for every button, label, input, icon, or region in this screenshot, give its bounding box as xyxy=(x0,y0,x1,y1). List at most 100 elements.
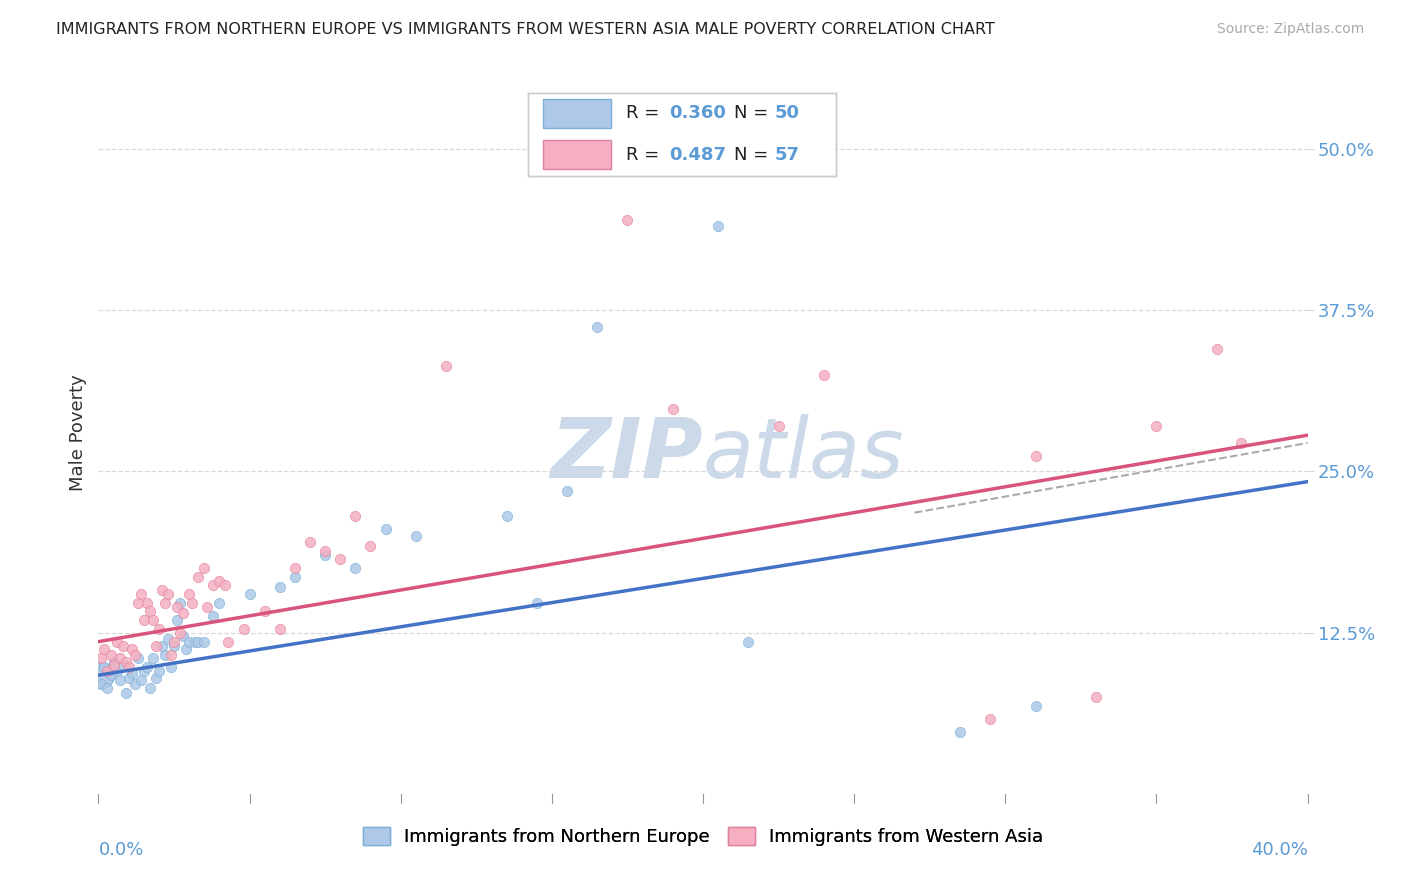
Point xyxy=(344,561,367,575)
Point xyxy=(329,552,352,566)
Point xyxy=(153,596,176,610)
Text: IMMIGRANTS FROM NORTHERN EUROPE VS IMMIGRANTS FROM WESTERN ASIA MALE POVERTY COR: IMMIGRANTS FROM NORTHERN EUROPE VS IMMIG… xyxy=(56,22,995,37)
Point xyxy=(118,671,141,685)
Point xyxy=(1024,449,1046,463)
Point xyxy=(103,655,125,669)
Point xyxy=(269,622,291,636)
Point xyxy=(174,642,197,657)
Point xyxy=(148,665,170,679)
Point xyxy=(187,634,209,648)
Point xyxy=(284,570,307,584)
Point xyxy=(129,587,152,601)
Point xyxy=(142,651,165,665)
Point xyxy=(127,596,149,610)
Point xyxy=(314,548,336,562)
Point xyxy=(299,535,322,549)
Point xyxy=(145,639,167,653)
Point xyxy=(150,582,173,597)
Point xyxy=(124,677,146,691)
Text: ZIP: ZIP xyxy=(550,414,703,495)
Point xyxy=(139,604,162,618)
Point xyxy=(979,712,1001,726)
Point xyxy=(100,648,122,662)
Point xyxy=(108,651,131,665)
Point xyxy=(163,639,186,653)
Point xyxy=(124,648,146,662)
Point xyxy=(150,639,173,653)
Text: atlas: atlas xyxy=(703,414,904,495)
Point xyxy=(555,483,578,498)
Point xyxy=(232,622,254,636)
Point xyxy=(129,673,152,688)
Point xyxy=(127,651,149,665)
Point xyxy=(239,587,262,601)
Point xyxy=(202,608,225,623)
Y-axis label: Male Poverty: Male Poverty xyxy=(69,375,87,491)
Legend: Immigrants from Northern Europe, Immigrants from Western Asia: Immigrants from Northern Europe, Immigra… xyxy=(356,820,1050,854)
Point xyxy=(93,660,115,674)
Point xyxy=(103,657,125,672)
Point xyxy=(166,599,188,614)
Text: 0.0%: 0.0% xyxy=(98,841,143,859)
Point xyxy=(135,596,157,610)
Point xyxy=(495,509,517,524)
Point xyxy=(169,596,191,610)
Point xyxy=(121,642,143,657)
Point xyxy=(253,604,276,618)
Point xyxy=(105,634,128,648)
Point xyxy=(195,599,218,614)
Point xyxy=(105,665,128,679)
Point xyxy=(344,509,367,524)
Point xyxy=(314,544,336,558)
Point xyxy=(90,668,112,682)
Point xyxy=(118,660,141,674)
Point xyxy=(111,639,134,653)
Point xyxy=(132,613,155,627)
Point xyxy=(661,402,683,417)
Point xyxy=(768,419,790,434)
Point xyxy=(160,660,183,674)
Point xyxy=(132,665,155,679)
Point xyxy=(96,681,118,695)
Point xyxy=(187,570,209,584)
Point xyxy=(179,634,201,648)
Point xyxy=(114,686,136,700)
Point xyxy=(172,607,194,621)
Point xyxy=(142,613,165,627)
Point xyxy=(156,632,179,646)
Point xyxy=(737,634,759,648)
Point xyxy=(586,319,609,334)
Point xyxy=(1144,419,1167,434)
Point xyxy=(108,673,131,688)
Point xyxy=(193,561,215,575)
Point xyxy=(949,725,972,739)
Point xyxy=(193,634,215,648)
Point xyxy=(166,613,188,627)
Point xyxy=(172,630,194,644)
Point xyxy=(214,578,236,592)
Point xyxy=(707,219,730,234)
Point xyxy=(616,212,638,227)
Point xyxy=(148,622,170,636)
Point xyxy=(1085,690,1108,705)
Point xyxy=(153,648,176,662)
Point xyxy=(96,665,118,679)
Point xyxy=(160,648,183,662)
Point xyxy=(135,660,157,674)
Point xyxy=(169,625,191,640)
Point xyxy=(145,671,167,685)
Point xyxy=(100,668,122,682)
Point xyxy=(360,539,382,553)
Text: 40.0%: 40.0% xyxy=(1251,841,1308,859)
Point xyxy=(121,665,143,680)
Point xyxy=(93,642,115,657)
Point xyxy=(139,681,162,695)
Point xyxy=(1206,342,1229,356)
Point xyxy=(217,634,239,648)
Point xyxy=(1230,436,1253,450)
Point xyxy=(208,574,231,588)
Point xyxy=(405,529,427,543)
Point xyxy=(156,587,179,601)
Point xyxy=(202,578,225,592)
Point xyxy=(1024,699,1046,714)
